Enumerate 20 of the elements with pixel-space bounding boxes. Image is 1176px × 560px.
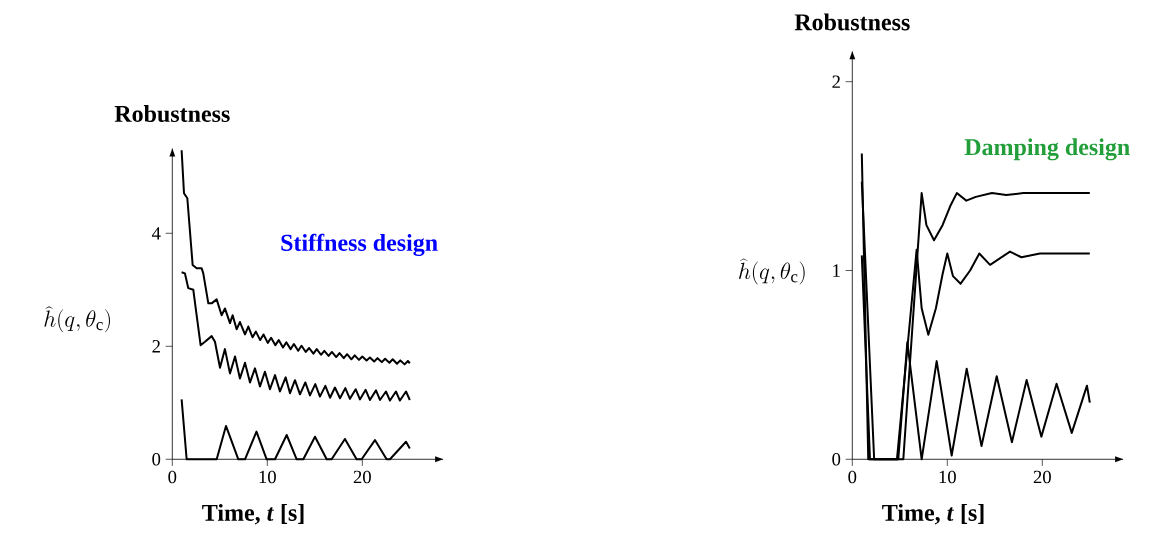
x-tick-label: 0 bbox=[168, 470, 177, 484]
y-tick-label: 4 bbox=[151, 227, 161, 240]
annotation: Damping design bbox=[964, 138, 1130, 161]
x-tick-label: 10 bbox=[939, 470, 956, 484]
y-axis-title: $\widehat{h}(q, \theta_{\mathrm{c}})$ bbox=[44, 306, 110, 333]
chart-title: Robustness bbox=[794, 13, 910, 31]
y-axis-title: $\widehat{h}(q, \theta_{\mathrm{c}})$ bbox=[739, 258, 805, 285]
y-tick-label: 2 bbox=[832, 75, 840, 88]
x-axis-title: Time, t [s] bbox=[882, 503, 984, 525]
y-tick-label: 1 bbox=[833, 264, 840, 277]
x-tick-label: 20 bbox=[353, 470, 371, 484]
y-tick-label: 2 bbox=[152, 340, 160, 353]
y-tick-label: 0 bbox=[152, 452, 161, 466]
chart-title: Robustness bbox=[114, 105, 230, 123]
x-tick-label: 20 bbox=[1033, 470, 1051, 484]
x-tick-label: 0 bbox=[848, 470, 857, 484]
annotation: Stiffness design bbox=[281, 233, 438, 256]
x-tick-label: 10 bbox=[259, 470, 276, 484]
x-axis-title: Time, t [s] bbox=[202, 503, 304, 525]
y-tick-label: 0 bbox=[832, 452, 841, 466]
